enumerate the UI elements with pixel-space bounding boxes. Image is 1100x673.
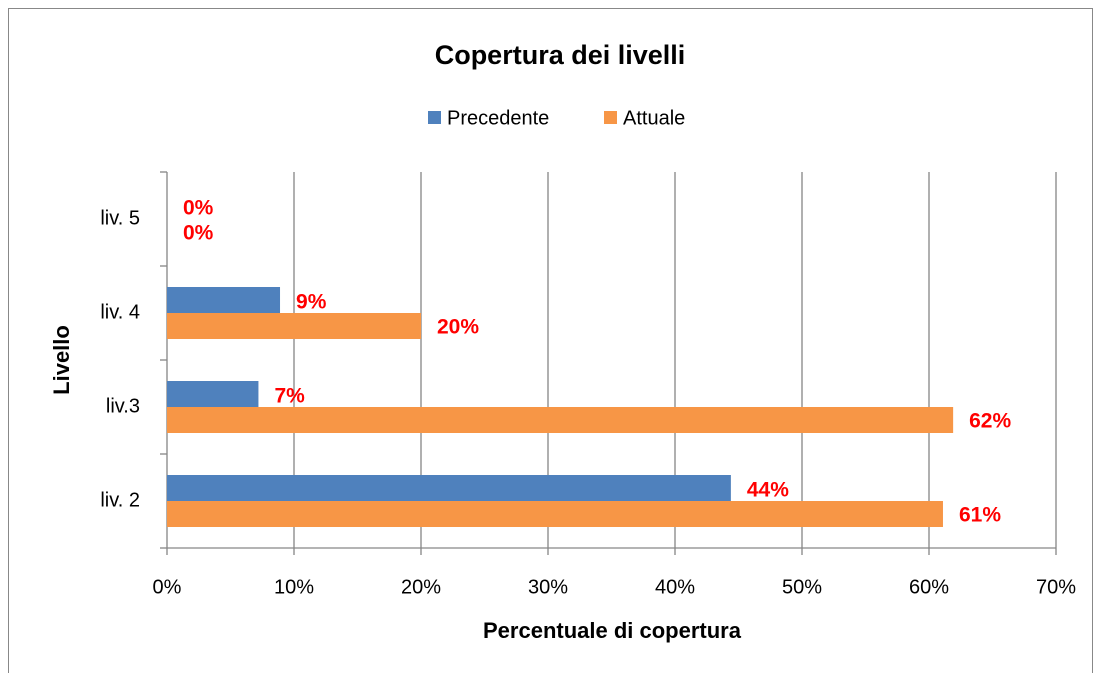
bar [167, 381, 259, 407]
y-tick-label: liv. 4 [100, 301, 140, 323]
x-tick-label: 50% [782, 576, 822, 598]
y-axis-title: Livello [49, 325, 74, 395]
data-label: 0% [183, 222, 214, 245]
x-tick-label: 40% [655, 576, 695, 598]
data-label: 62% [969, 410, 1011, 433]
x-tick-label: 70% [1036, 576, 1076, 598]
x-tick-label: 0% [153, 576, 182, 598]
legend-swatch [428, 111, 441, 124]
y-tick-label: liv. 5 [100, 207, 140, 229]
bar [167, 287, 281, 313]
data-label: 20% [437, 316, 479, 339]
x-tick-label: 10% [274, 576, 314, 598]
y-tick-label: liv. 2 [100, 489, 140, 511]
legend-swatch [604, 111, 617, 124]
data-label: 9% [296, 291, 327, 314]
data-label: 61% [959, 504, 1001, 527]
bar [167, 313, 421, 339]
legend-label: Attuale [623, 107, 685, 129]
data-label: 44% [747, 479, 789, 502]
legend-label: Precedente [447, 107, 549, 129]
y-tick-label: liv.3 [106, 395, 140, 417]
data-label: 0% [183, 197, 214, 220]
bar [167, 407, 954, 433]
data-label: 7% [274, 385, 305, 408]
x-axis-title: Percentuale di copertura [483, 618, 742, 643]
bar [167, 475, 731, 501]
x-tick-label: 20% [401, 576, 441, 598]
chart-frame [8, 8, 1093, 673]
bar [167, 501, 943, 527]
x-tick-label: 30% [528, 576, 568, 598]
x-tick-label: 60% [909, 576, 949, 598]
chart-title: Copertura dei livelli [435, 40, 686, 70]
